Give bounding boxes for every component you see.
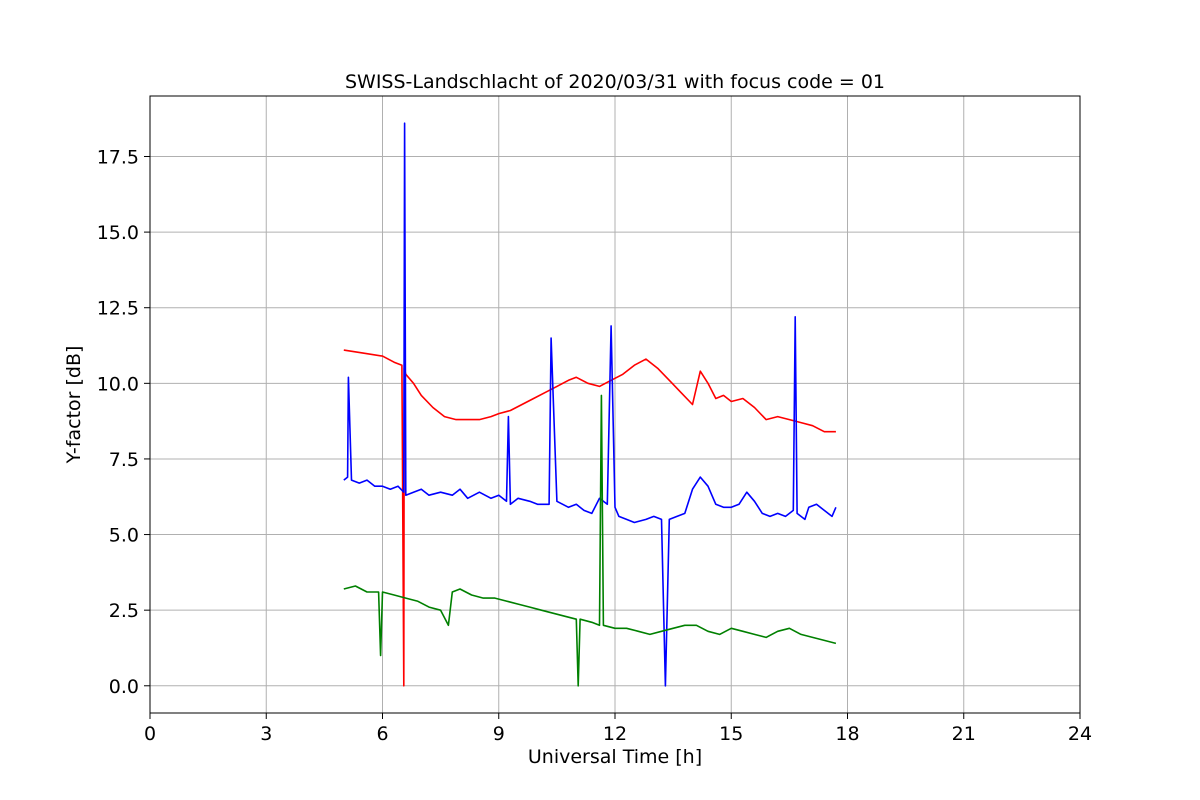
x-tick-label: 12 [603,723,627,745]
x-tick-label: 18 [835,723,859,745]
y-tick-label: 0.0 [109,676,139,698]
x-tick-label: 24 [1068,723,1092,745]
y-tick-label: 12.5 [97,298,139,320]
grid [149,96,1081,713]
ticks: 0 3 6 9 12 15 18 21 24 0.0 2.5 5.0 7.5 10.0 12.5 15.0 17… [97,146,1092,745]
y-tick-label: 2.5 [109,600,139,622]
x-tick-label: 0 [144,723,156,745]
x-tick-label: 6 [376,723,388,745]
x-tick-label: 21 [952,723,976,745]
y-axis-title: Y-factor [dB] [63,346,85,465]
y-tick-label: 10.0 [97,373,139,395]
y-tick-label: 17.5 [97,146,139,168]
series-line-3 [343,394,837,687]
y-tick-label: 15.0 [97,222,139,244]
x-tick-label: 3 [260,723,272,745]
series-line-2 [343,122,837,687]
y-tick-label: 7.5 [109,449,139,471]
series-layer [343,122,837,687]
series-line-1 [343,349,836,687]
y-tick-label: 5.0 [109,525,139,547]
chart-title: SWISS-Landschlacht of 2020/03/31 with fo… [345,71,885,93]
x-tick-label: 9 [493,723,505,745]
x-axis-title: Universal Time [h] [528,746,702,768]
x-tick-label: 15 [719,723,743,745]
